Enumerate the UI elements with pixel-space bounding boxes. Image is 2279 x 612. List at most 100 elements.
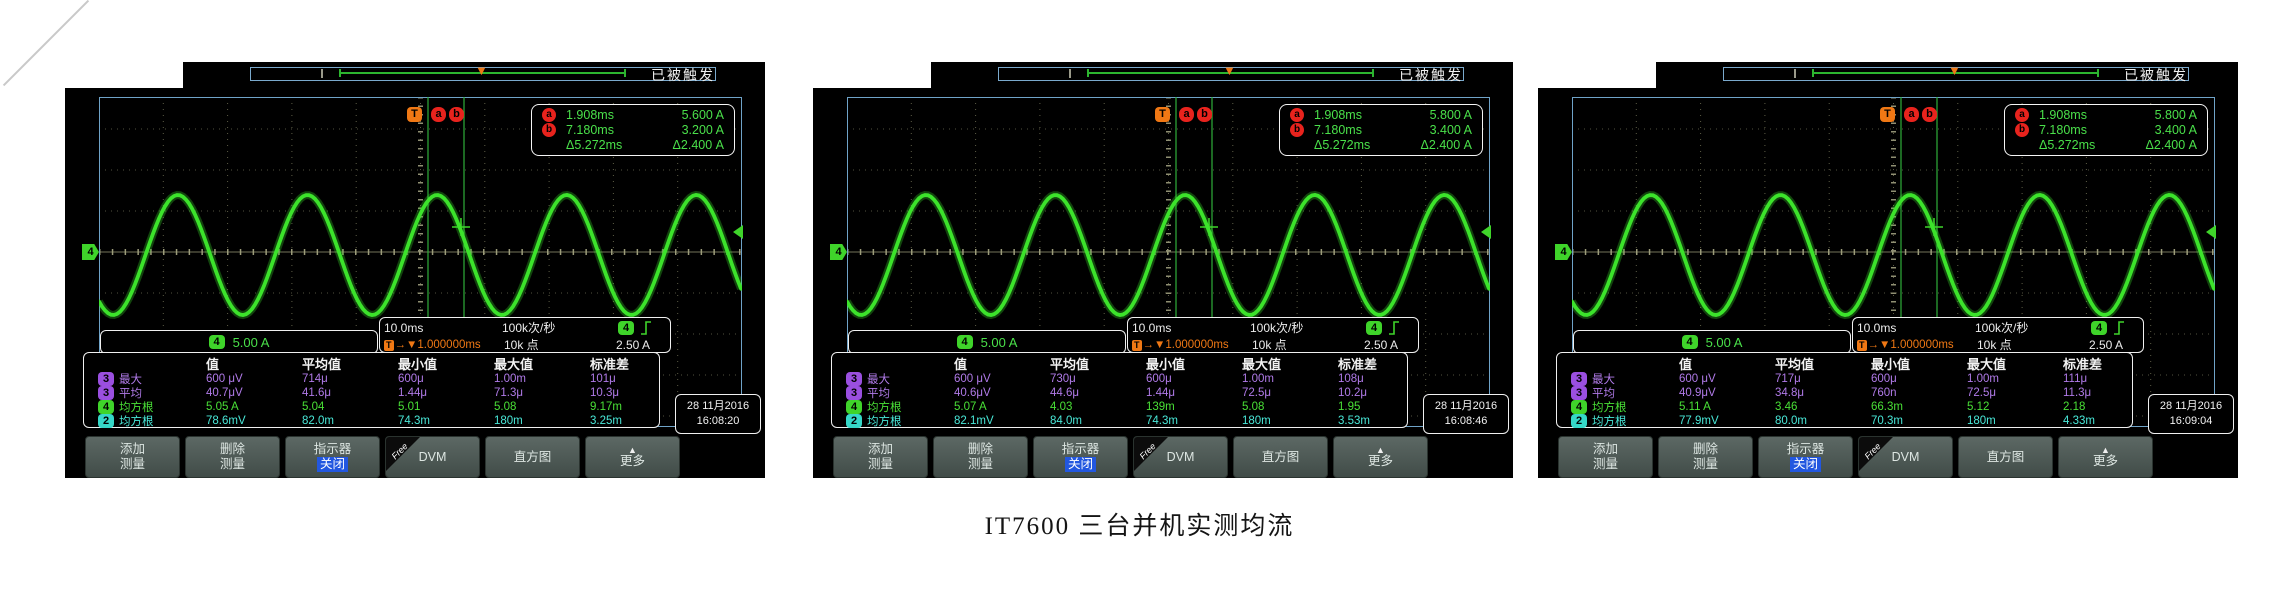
- measurement-max: 72.5μ: [1242, 387, 1272, 399]
- delay-arrow-icon: →▼: [1142, 338, 1166, 351]
- menu-button-histogram[interactable]: 直方图: [1233, 436, 1328, 478]
- channel-scale-box[interactable]: 4 5.00 A: [100, 330, 378, 354]
- menu-button-dvm[interactable]: Free DVM: [385, 436, 480, 478]
- menu-button-indicator[interactable]: 指示器 关闭: [1758, 436, 1853, 478]
- waveform-position-bar[interactable]: ▼: [250, 63, 716, 81]
- cursor-a-badge[interactable]: a: [1179, 107, 1194, 122]
- channel-scale-box[interactable]: 4 5.00 A: [1573, 330, 1851, 354]
- record-length: 10k 点: [504, 338, 539, 352]
- menu-button-more[interactable]: ▲ 更多: [585, 436, 680, 478]
- measurement-max: 1.00m: [1967, 373, 1999, 385]
- measurement-mean: 5.04: [302, 401, 325, 413]
- measurement-value: 600 μV: [954, 373, 991, 385]
- horizontal-settings-box[interactable]: 10.0ms 100k次/秒 4 T →▼1.000000ms 10k 点 2.5…: [379, 317, 671, 353]
- cursor-a-badge[interactable]: a: [1904, 107, 1919, 122]
- cursor-a-icon: a: [1290, 107, 1304, 122]
- cursor-delta-row: Δ5.272ms Δ2.400 A: [2005, 137, 2207, 152]
- horizontal-settings-box[interactable]: 10.0ms 100k次/秒 4 T →▼1.000000ms 10k 点 2.5…: [1852, 317, 2144, 353]
- measurement-min: 760n: [1871, 387, 1897, 399]
- menu-button-histogram[interactable]: 直方图: [485, 436, 580, 478]
- zoom-region-indicator: [1087, 69, 1374, 77]
- menu-button-more[interactable]: ▲ 更多: [1333, 436, 1428, 478]
- menu-button-dvm[interactable]: Free DVM: [1133, 436, 1228, 478]
- acquisition-preview-strip: ▼ 已被触发: [931, 62, 1513, 88]
- menu-bar: 添加 测量 删除 测量 指示器 关闭 Free DVM 直方图 ▲ 更多: [65, 432, 765, 478]
- menu-button-add-measurement[interactable]: 添加 测量: [833, 436, 928, 478]
- channel4-zero-marker[interactable]: 4: [82, 244, 99, 260]
- waveform-position-bar[interactable]: ▼: [1723, 63, 2189, 81]
- measurement-row: 3 平均 40.7μV 41.6μ 1.44μ 71.3μ 10.3μ: [94, 385, 659, 400]
- delay-value: 1.000000ms: [1165, 338, 1229, 351]
- trigger-level-arrow[interactable]: [2206, 225, 2216, 239]
- time-label: 16:09:04: [2169, 415, 2213, 427]
- channel-scale-value: 5.00 A: [1705, 334, 1743, 350]
- trigger-position-icon[interactable]: ▼: [1223, 63, 1236, 78]
- menu-button-indicator[interactable]: 指示器 关闭: [285, 436, 380, 478]
- trigger-level: 2.50 A: [615, 337, 650, 352]
- sample-rate-value: 100k次/秒: [1975, 321, 2029, 335]
- cursor-b-badge[interactable]: b: [1197, 107, 1212, 122]
- trigger-position-icon[interactable]: ▼: [475, 63, 488, 78]
- measurement-label: 2 均方根: [1567, 413, 1679, 429]
- chevron-up-icon: ▲: [1376, 444, 1385, 455]
- menu-button-label: 添加: [867, 442, 893, 456]
- measurement-name: 平均: [1592, 388, 1615, 400]
- channel4-badge: 4: [208, 335, 225, 349]
- measurement-mean: 80.0m: [1775, 415, 1807, 427]
- menu-button-delete-measurement[interactable]: 删除 测量: [933, 436, 1028, 478]
- measurement-name: 均方根: [119, 402, 154, 414]
- menu-button-delete-measurement[interactable]: 删除 测量: [185, 436, 280, 478]
- menu-button-add-measurement[interactable]: 添加 测量: [85, 436, 180, 478]
- trigger-position-icon[interactable]: ▼: [1948, 63, 1961, 78]
- trigger-t-badge[interactable]: T: [407, 107, 422, 122]
- cursor-delta-time: Δ5.272ms: [2039, 137, 2096, 152]
- free-ribbon: Free: [386, 437, 420, 471]
- figure-caption: IT7600 三台并机实测均流: [984, 513, 1295, 540]
- date-label: 28 11月2016: [1434, 400, 1498, 412]
- scan-artifact-line: [2, 0, 90, 87]
- measurement-std: 3.53m: [1338, 415, 1370, 427]
- cursor-b-row: b 7.180ms 3.400 A: [2005, 122, 2207, 137]
- trigger-source: 4: [1346, 320, 1414, 335]
- horizontal-settings-box[interactable]: 10.0ms 100k次/秒 4 T →▼1.000000ms 10k 点 2.5…: [1127, 317, 1419, 353]
- menu-button-label: 删除: [967, 442, 993, 456]
- cursor-delta-time: Δ5.272ms: [1314, 137, 1371, 152]
- measurement-table-header: 值 平均值 最小值 最大值 标准差: [1567, 354, 2132, 372]
- menu-button-sublabel: 测量: [1592, 457, 1618, 471]
- menu-button-more[interactable]: ▲ 更多: [2058, 436, 2153, 478]
- cursor-b-badge[interactable]: b: [449, 107, 464, 122]
- column-header: 标准差: [1338, 357, 1378, 372]
- trigger-level-arrow[interactable]: [1481, 225, 1491, 239]
- measurement-value: 5.11 A: [1679, 401, 1711, 413]
- delay-time: T →▼1.000000ms: [1132, 339, 1250, 351]
- measurement-min: 600μ: [1871, 373, 1897, 385]
- cursor-a-badge[interactable]: a: [431, 107, 446, 122]
- menu-button-histogram[interactable]: 直方图: [1958, 436, 2053, 478]
- cursor-delta-row: Δ5.272ms Δ2.400 A: [1280, 137, 1482, 152]
- measurement-mean: 730μ: [1050, 373, 1076, 385]
- record-length: 10k 点: [1977, 338, 2012, 352]
- free-ribbon: Free: [1859, 437, 1893, 471]
- channel-scale-box[interactable]: 4 5.00 A: [848, 330, 1126, 354]
- menu-button-label: 直方图: [1986, 449, 2025, 464]
- trigger-t-badge[interactable]: T: [1155, 107, 1170, 122]
- measurement-max: 1.00m: [494, 373, 526, 385]
- measurement-min: 66.3m: [1871, 401, 1903, 413]
- menu-button-delete-measurement[interactable]: 删除 测量: [1658, 436, 1753, 478]
- cursor-b-badge[interactable]: b: [1922, 107, 1937, 122]
- measurement-min: 5.01: [398, 401, 421, 413]
- menu-button-dvm[interactable]: Free DVM: [1858, 436, 1953, 478]
- menu-button-indicator[interactable]: 指示器 关闭: [1033, 436, 1128, 478]
- menu-button-add-measurement[interactable]: 添加 测量: [1558, 436, 1653, 478]
- cursor-a-row: a 1.908ms 5.800 A: [1280, 107, 1482, 122]
- trigger-level-arrow[interactable]: [733, 225, 743, 239]
- measurement-mean: 717μ: [1775, 373, 1801, 385]
- delay-time: T →▼1.000000ms: [1857, 339, 1975, 351]
- channel4-zero-marker[interactable]: 4: [1555, 244, 1572, 260]
- channel4-zero-marker[interactable]: 4: [830, 244, 847, 260]
- waveform-position-bar[interactable]: ▼: [998, 63, 1464, 81]
- trigger-t-badge[interactable]: T: [1880, 107, 1895, 122]
- column-header: 最大值: [1967, 357, 2007, 372]
- measurement-label: 4 均方根: [94, 399, 206, 415]
- measurement-row: 3 最大 600 μV 730μ 600μ 1.00m 108μ: [842, 371, 1407, 386]
